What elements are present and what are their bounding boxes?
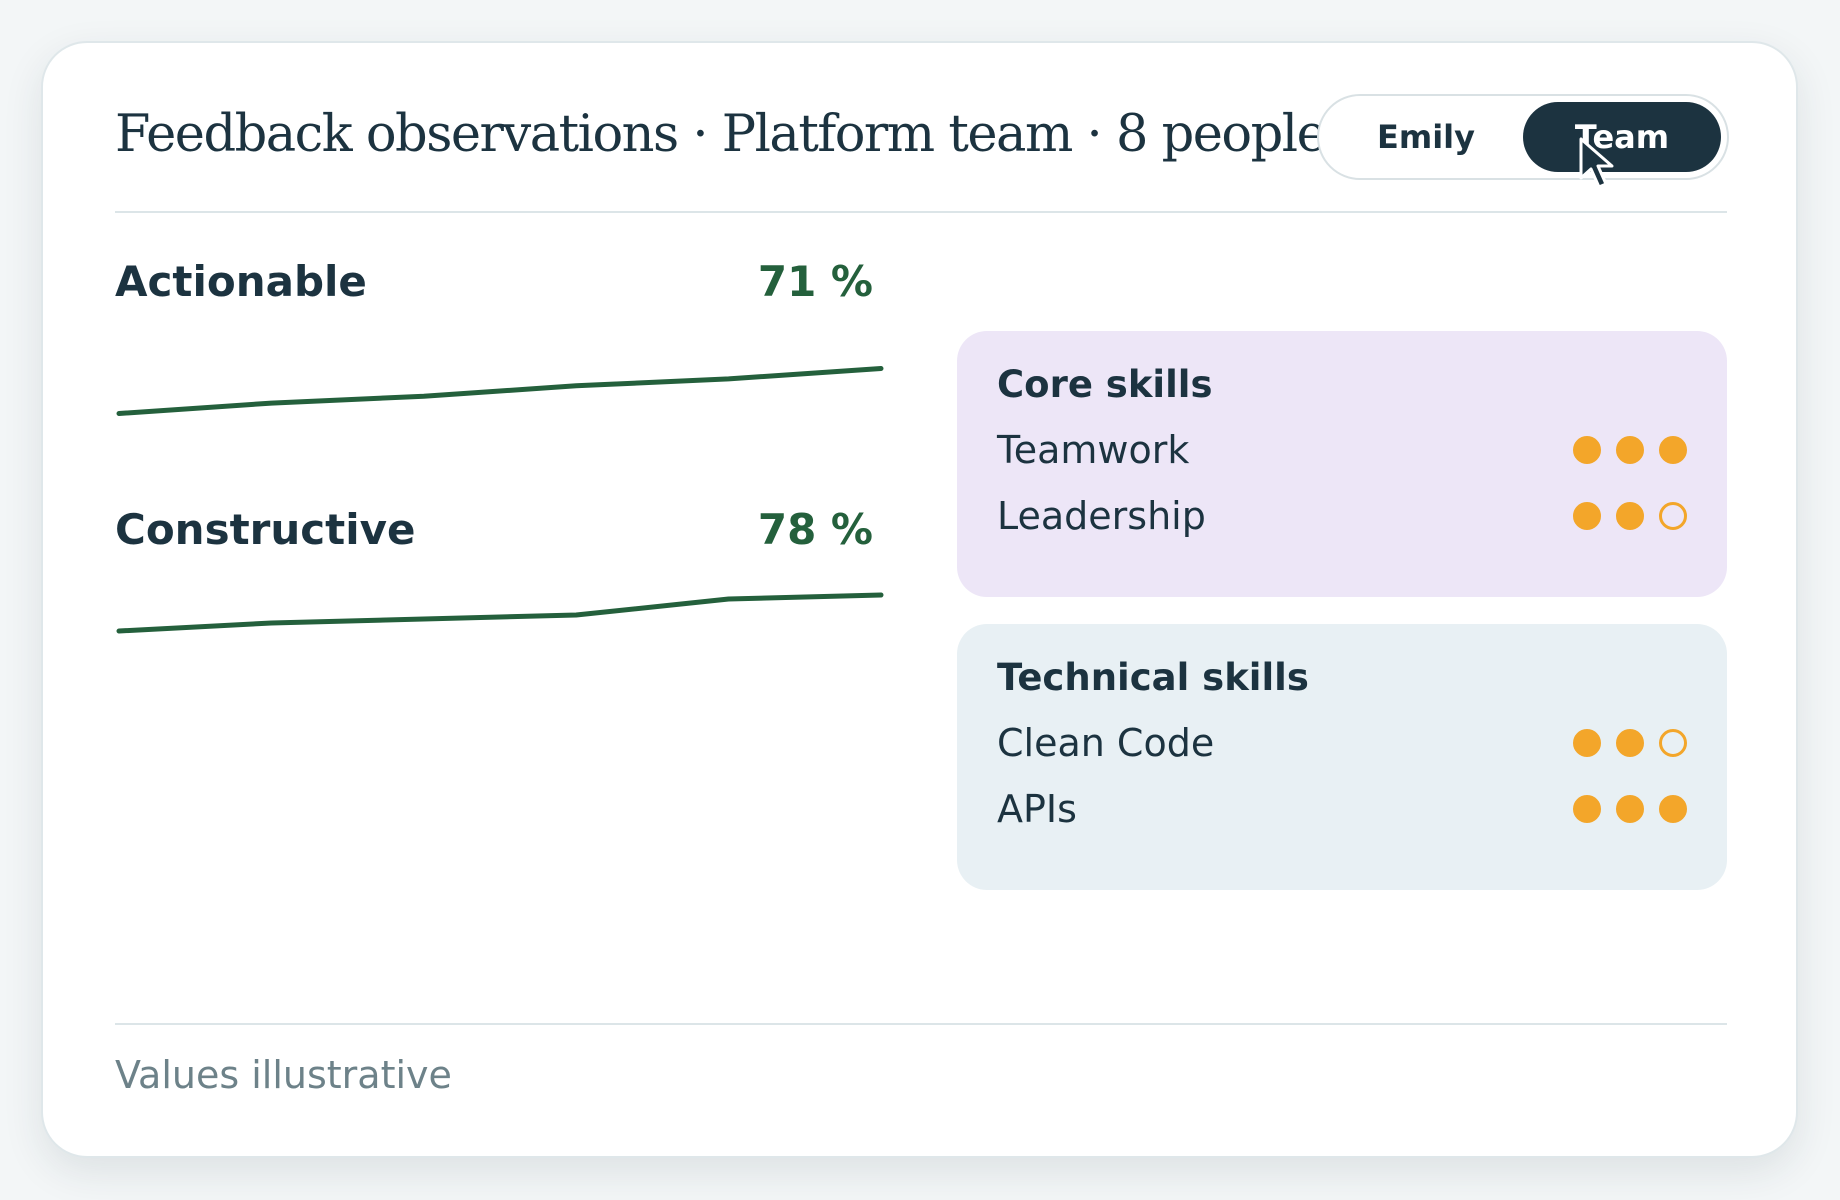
sparkline-actionable-line — [116, 366, 884, 416]
rating-dot-filled — [1616, 436, 1644, 464]
toggle-option-emily[interactable]: Emily — [1377, 118, 1475, 156]
skill-row-clean-code: Clean Code — [997, 710, 1687, 776]
rating-dot-empty — [1659, 729, 1687, 757]
rating-dots — [1573, 795, 1687, 823]
rating-dot-filled — [1573, 502, 1601, 530]
rating-dot-filled — [1573, 436, 1601, 464]
header-divider — [115, 211, 1727, 213]
rating-dot-filled — [1659, 795, 1687, 823]
technical-skills-title: Technical skills — [997, 656, 1309, 699]
skill-name: Clean Code — [997, 721, 1215, 765]
rating-dot-filled — [1616, 795, 1644, 823]
page-title: Feedback observations · Platform team · … — [115, 105, 1327, 164]
view-toggle: Emily Team — [1317, 94, 1729, 180]
sparkline-constructive-line — [116, 592, 884, 634]
skill-name: Leadership — [997, 494, 1206, 538]
arrow-cursor-icon — [1579, 137, 1614, 189]
feedback-card: Feedback observations · Platform team · … — [41, 41, 1798, 1158]
rating-dots — [1573, 729, 1687, 757]
toggle-option-team[interactable]: Team — [1523, 102, 1721, 172]
sparkline-actionable — [116, 366, 884, 416]
rating-dot-filled — [1573, 795, 1601, 823]
sparkline-constructive — [116, 592, 884, 634]
rating-dots — [1573, 502, 1687, 530]
skill-name: APIs — [997, 787, 1077, 831]
rating-dots — [1573, 436, 1687, 464]
rating-dot-filled — [1659, 436, 1687, 464]
footnote: Values illustrative — [115, 1053, 452, 1097]
skill-row-teamwork: Teamwork — [997, 417, 1687, 483]
core-skills-panel: Core skills Teamwork Leadership — [957, 331, 1727, 597]
rating-dot-empty — [1659, 502, 1687, 530]
metric-label-actionable: Actionable — [115, 257, 367, 306]
metric-value-constructive: 78 % — [757, 505, 873, 554]
rating-dot-filled — [1616, 729, 1644, 757]
skill-name: Teamwork — [997, 428, 1190, 472]
skill-row-leadership: Leadership — [997, 483, 1687, 549]
footer-divider — [115, 1023, 1727, 1025]
rating-dot-filled — [1573, 729, 1601, 757]
technical-skills-panel: Technical skills Clean Code APIs — [957, 624, 1727, 890]
core-skills-title: Core skills — [997, 363, 1213, 406]
rating-dot-filled — [1616, 502, 1644, 530]
metric-label-constructive: Constructive — [115, 505, 416, 554]
skill-row-apis: APIs — [997, 776, 1687, 842]
metric-value-actionable: 71 % — [757, 257, 873, 306]
